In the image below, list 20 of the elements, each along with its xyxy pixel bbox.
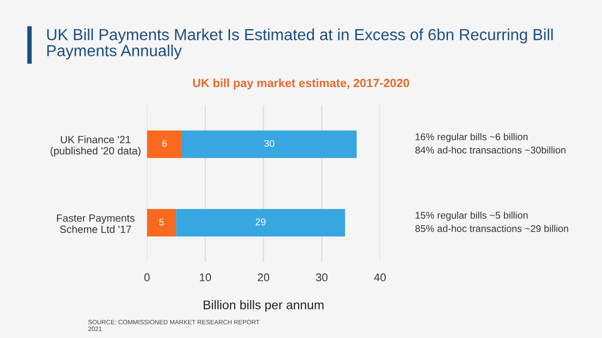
x-tick-label: 20 xyxy=(258,273,270,282)
bar xyxy=(147,209,176,236)
y-tick-label: Faster Payments Scheme Ltd '17 xyxy=(57,214,135,233)
y-tick-label: UK Finance '21 (published '20 data) xyxy=(50,136,140,157)
x-tick-label: 30 xyxy=(316,273,328,282)
data-label: 29 xyxy=(256,218,266,226)
text: 16% regular bills ~6 billion 84% ad-hoc transactions ~30billion xyxy=(415,133,566,154)
chart-title: UK Bill Payments Market Is Estimated at in Excess of 6bn Recurring Bill Payments Annually xyxy=(47,28,553,60)
data-label: 6 xyxy=(162,140,167,147)
text: 15% regular bills ~5 billion 85% ad-hoc transactions ~29 billion xyxy=(415,212,568,232)
bar xyxy=(147,130,182,158)
x-axis-title: Billion bills per annum xyxy=(204,300,324,312)
x-tick-label: 10 xyxy=(200,273,211,282)
bar xyxy=(182,130,357,158)
x-tick-label: 40 xyxy=(374,273,386,282)
x-tick-label: 0 xyxy=(144,273,150,282)
data-label: 30 xyxy=(264,140,274,147)
bar xyxy=(176,209,346,236)
chart-subtitle: UK bill pay market estimate, 2017-2020 xyxy=(193,78,410,90)
data-label: 5 xyxy=(159,218,164,226)
